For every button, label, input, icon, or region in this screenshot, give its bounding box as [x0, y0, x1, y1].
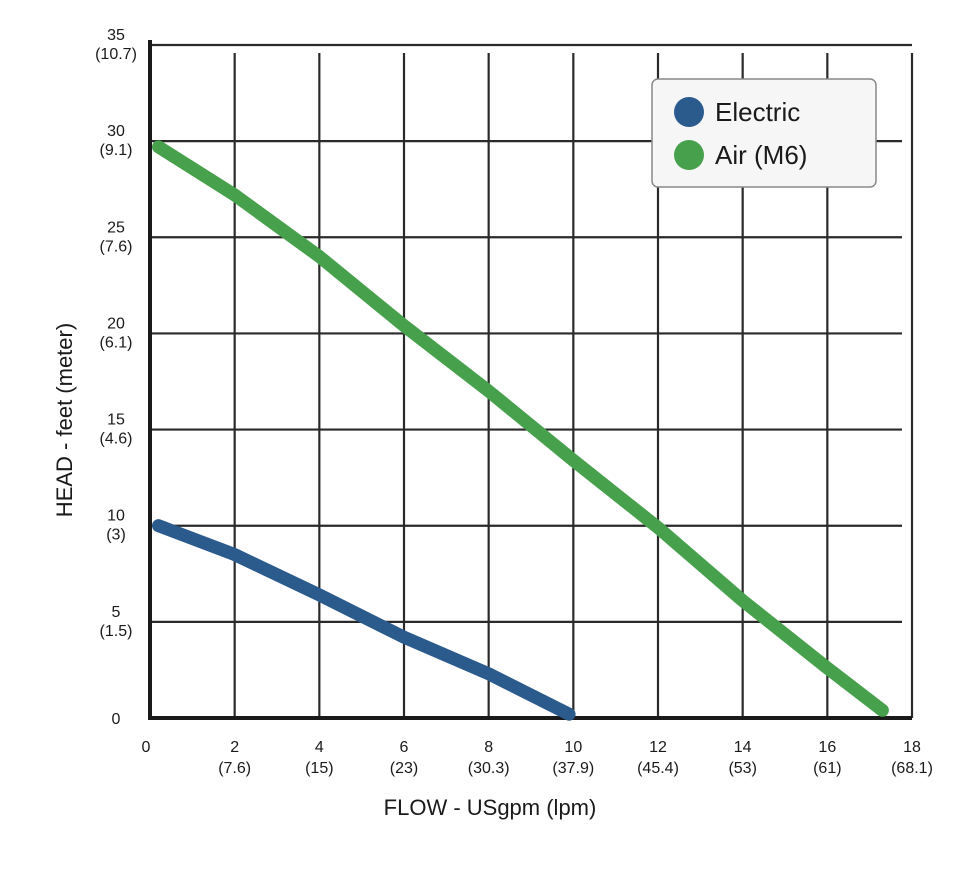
- x-tick-sublabel-6: (23): [390, 760, 418, 777]
- x-tick-label-4: 4: [315, 739, 324, 756]
- y-tick-sublabel-30: (9.1): [100, 142, 133, 159]
- x-tick-label-10: 10: [564, 739, 582, 756]
- x-tick-label-6: 6: [400, 739, 409, 756]
- y-tick-sublabel-35: (10.7): [95, 46, 137, 63]
- y-axis-title: HEAD - feet (meter): [52, 323, 77, 517]
- x-tick-label-16: 16: [818, 739, 836, 756]
- x-tick-label-2: 2: [230, 739, 239, 756]
- series-layer: [152, 140, 889, 721]
- y-tick-label-10: 10: [107, 508, 125, 525]
- axis-layer: [148, 40, 912, 720]
- y-tick-sublabel-10: (3): [106, 527, 126, 544]
- x-tick-sublabel-12: (45.4): [637, 760, 679, 777]
- y-tick-label-30: 30: [107, 123, 125, 140]
- x-tick-sublabel-18: (68.1): [891, 760, 933, 777]
- x-tick-sublabel-4: (15): [305, 760, 333, 777]
- legend-label-air-m6: Air (M6): [715, 140, 807, 170]
- y-tick-label-15: 15: [107, 412, 125, 429]
- series-line-air-m6: [152, 140, 889, 717]
- y-tick-label-25: 25: [107, 219, 125, 236]
- y-tick-label-35: 35: [107, 27, 125, 44]
- x-tick-sublabel-16: (61): [813, 760, 841, 777]
- series-line-electric: [152, 519, 576, 721]
- legend: Electric Air (M6): [651, 78, 877, 188]
- legend-marker-electric: [674, 97, 704, 127]
- x-tick-label-12: 12: [649, 739, 667, 756]
- legend-box: [651, 78, 877, 188]
- legend-marker-air-m6: [674, 140, 704, 170]
- y-tick-label-5: 5: [112, 604, 121, 621]
- x-tick-label-8: 8: [484, 739, 493, 756]
- legend-label-electric: Electric: [715, 97, 800, 127]
- x-tick-sublabel-8: (30.3): [468, 760, 510, 777]
- y-tick-label-20: 20: [107, 315, 125, 332]
- y-tick-sublabel-20: (6.1): [100, 334, 133, 351]
- x-tick-label-0: 0: [142, 739, 151, 756]
- x-tick-sublabel-14: (53): [728, 760, 756, 777]
- y-tick-sublabel-5: (1.5): [100, 623, 133, 640]
- x-tick-sublabel-2: (7.6): [218, 760, 251, 777]
- y-tick-sublabel-15: (4.6): [100, 431, 133, 448]
- x-tick-sublabel-10: (37.9): [552, 760, 594, 777]
- y-tick-sublabel-25: (7.6): [100, 238, 133, 255]
- x-axis-title: FLOW - USgpm (lpm): [384, 795, 597, 820]
- y-tick-label-0: 0: [112, 711, 121, 728]
- x-tick-label-14: 14: [734, 739, 752, 756]
- tick-labels: 0 2 (7.6) 4 (15) 6 (23) 8 (30.3) 10 (37.9) 12 (45.4)…: [95, 27, 933, 777]
- x-tick-label-18: 18: [903, 739, 921, 756]
